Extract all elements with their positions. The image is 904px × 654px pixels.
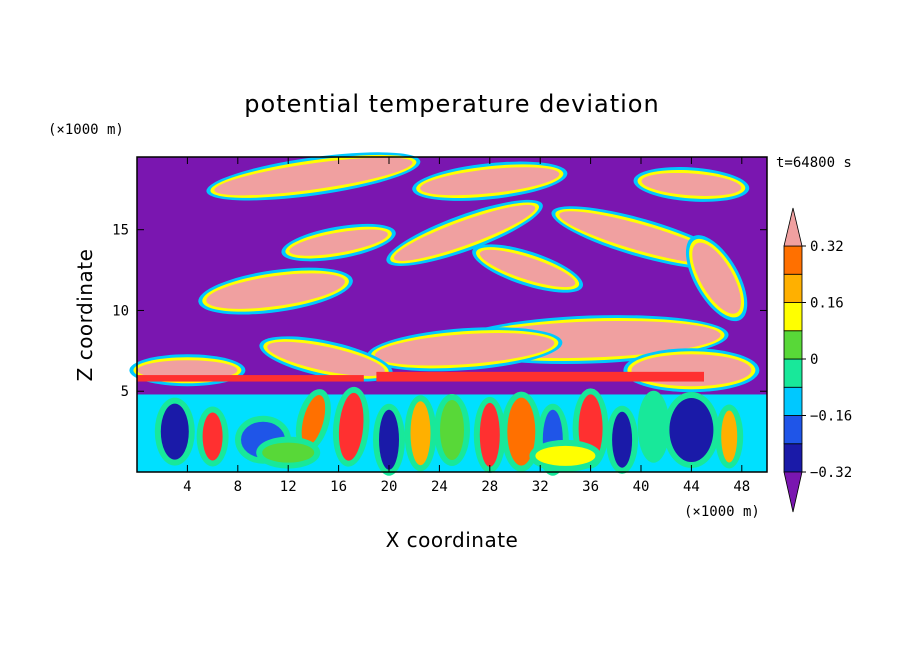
contour-region — [440, 400, 464, 460]
warm-anomaly-region — [394, 204, 536, 261]
warm-anomaly-region — [420, 167, 560, 196]
warm-anomaly-region — [692, 242, 741, 314]
contour-region — [669, 398, 714, 462]
colorbar-swatch — [783, 358, 803, 388]
warm-anomaly-region — [267, 341, 385, 377]
y-unit-label: (×1000 m) — [48, 122, 124, 138]
warm-anomaly-region — [206, 273, 345, 309]
y-tick-label: 15 — [112, 223, 129, 239]
y-tick-label: 5 — [121, 384, 129, 400]
warm-anomaly-region — [289, 229, 388, 256]
warm-anomaly-region — [214, 157, 413, 196]
colorbar-swatch — [783, 273, 803, 303]
warm-anomaly-region — [559, 211, 723, 265]
contour-region — [338, 392, 364, 461]
colorbar-label: 0.32 — [810, 239, 844, 255]
contour-field — [129, 152, 767, 476]
contour-region — [479, 402, 500, 467]
y-tick-label: 10 — [112, 303, 129, 319]
inversion-layer — [376, 371, 704, 382]
x-tick-label: 24 — [431, 479, 448, 495]
x-tick-label: 8 — [234, 479, 242, 495]
x-tick-label: 32 — [532, 479, 549, 495]
x-unit-label: (×1000 m) — [684, 504, 760, 520]
x-tick-label: 4 — [183, 479, 191, 495]
warm-anomaly-region — [641, 172, 742, 196]
x-tick-label: 28 — [481, 479, 498, 495]
colorbar-swatch — [783, 330, 803, 360]
contour-region — [535, 445, 596, 466]
contour-region — [202, 412, 223, 461]
x-tick-label: 12 — [280, 479, 297, 495]
colorbar-extend-high — [783, 207, 803, 247]
x-tick-label: 16 — [330, 479, 347, 495]
x-tick-label: 44 — [683, 479, 700, 495]
plot-frame — [136, 156, 768, 473]
contour-region — [721, 410, 738, 463]
x-tick-label: 36 — [582, 479, 599, 495]
colorbar-label: −0.32 — [810, 465, 852, 481]
colorbar-swatch — [783, 386, 803, 416]
contour-region — [379, 409, 399, 470]
contour-region — [262, 442, 315, 463]
inversion-layer — [137, 375, 364, 382]
warm-anomaly-region — [374, 333, 555, 366]
contour-region — [160, 403, 189, 460]
colorbar-label: −0.16 — [810, 409, 852, 425]
x-tick-label: 20 — [381, 479, 398, 495]
colorbar-label: 0.16 — [810, 296, 844, 312]
contour-region — [612, 411, 633, 468]
y-axis-ticks: 5 10 15 — [112, 223, 767, 400]
x-axis-label: X coordinate — [386, 528, 519, 552]
x-tick-label: 48 — [733, 479, 750, 495]
chart-title: potential temperature deviation — [244, 90, 659, 118]
colorbar-swatch — [783, 415, 803, 445]
x-tick-label: 40 — [633, 479, 650, 495]
time-label: t=64800 s — [776, 155, 852, 171]
colorbar-label: 0 — [810, 352, 818, 368]
colorbar-extend-low — [783, 471, 803, 513]
colorbar-swatch — [783, 302, 803, 332]
contour-region — [410, 401, 431, 466]
warm-anomaly-region — [479, 249, 576, 288]
x-axis-ticks: 4 8 12 16 20 24 28 32 36 40 44 48 — [183, 157, 750, 495]
colorbar-swatch — [783, 443, 803, 473]
colorbar-swatch — [783, 245, 803, 275]
contour-region — [507, 397, 536, 466]
y-axis-label: Z coordinate — [73, 249, 97, 382]
contour-region — [643, 396, 664, 457]
colorbar: −0.32 −0.16 0 0.16 0.32 — [783, 207, 852, 513]
contour-region — [301, 395, 326, 446]
